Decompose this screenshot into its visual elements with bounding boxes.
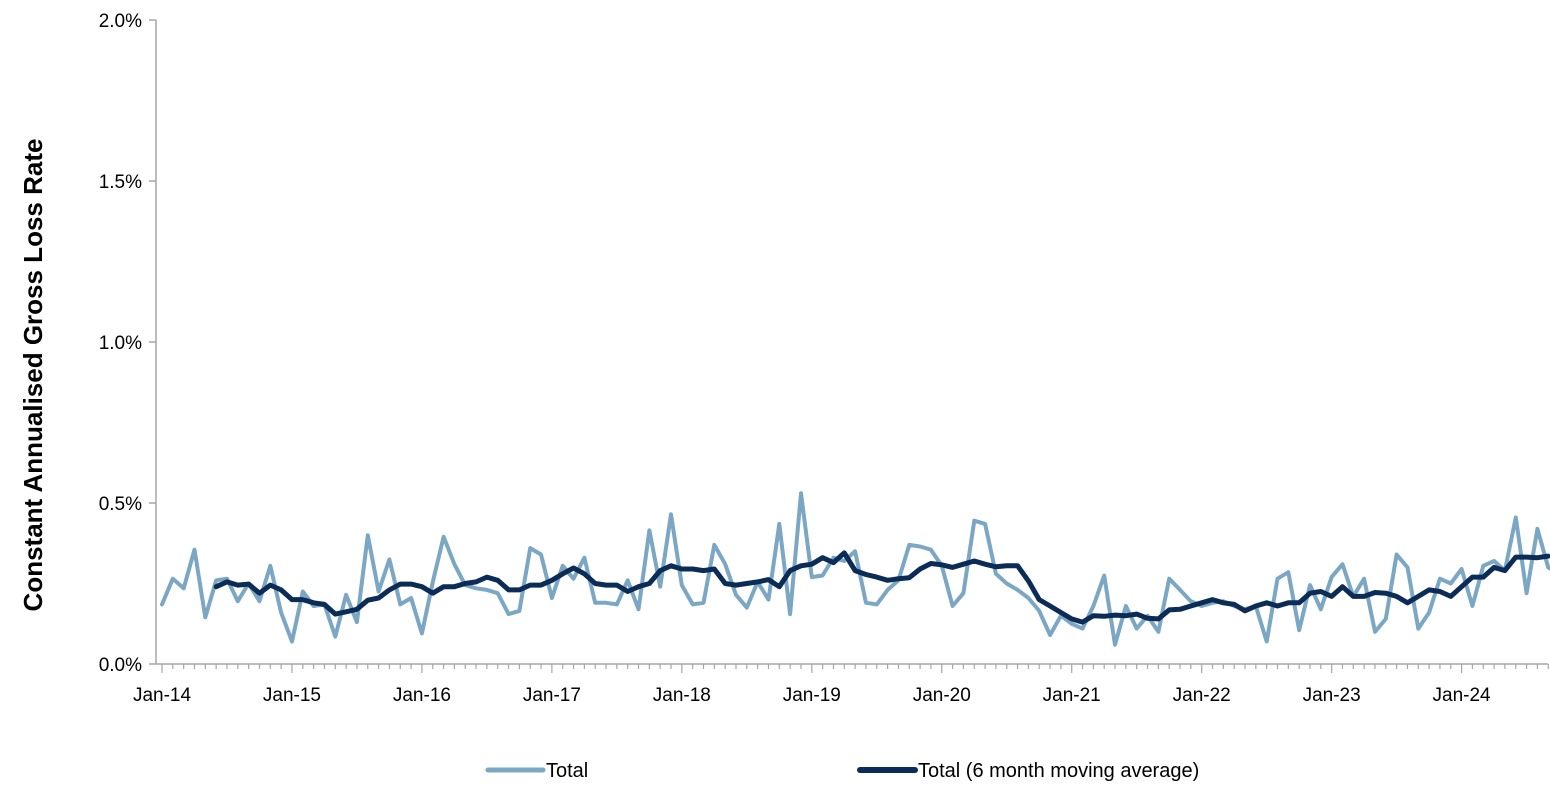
- series-lines: [160, 491, 1550, 647]
- x-tick-label: Jan-16: [393, 685, 451, 706]
- y-tick-label: 0.5%: [99, 494, 142, 515]
- x-tick-label: Jan-22: [1173, 685, 1231, 706]
- x-tick-label: Jan-18: [653, 685, 711, 706]
- x-tick-label: Jan-23: [1303, 685, 1361, 706]
- y-tick-label: 1.5%: [99, 172, 142, 193]
- y-axis-title: Constant Annualised Gross Loss Rate: [18, 139, 48, 612]
- y-tick-label: 2.0%: [99, 11, 142, 32]
- x-tick-label: Jan-24: [1433, 685, 1492, 706]
- y-tick-label: 0.0%: [99, 655, 142, 676]
- legend-label: Total (6 month moving average): [918, 760, 1199, 782]
- y-tick-label: 1.0%: [99, 333, 142, 354]
- x-tick-label: Jan-19: [783, 685, 841, 706]
- x-axis-ticks: Jan-14 Jan-15 Jan-16 Jan-17 Jan-18 Jan-19 Jan-…: [133, 664, 1549, 706]
- y-axis-ticks: 0.0% 0.5% 1.0% 1.5% 2.0%: [99, 11, 156, 676]
- series-line-total: [160, 491, 1550, 647]
- x-tick-label: Jan-17: [523, 685, 581, 706]
- series-line-moving-average: [213, 550, 1550, 625]
- x-tick-label: Jan-20: [913, 685, 971, 706]
- x-tick-label: Jan-14: [133, 685, 192, 706]
- legend-label: Total: [546, 760, 588, 782]
- x-tick-label: Jan-21: [1043, 685, 1101, 706]
- x-tick-label: Jan-15: [263, 685, 321, 706]
- legend: Total Total (6 month moving average): [485, 760, 1199, 782]
